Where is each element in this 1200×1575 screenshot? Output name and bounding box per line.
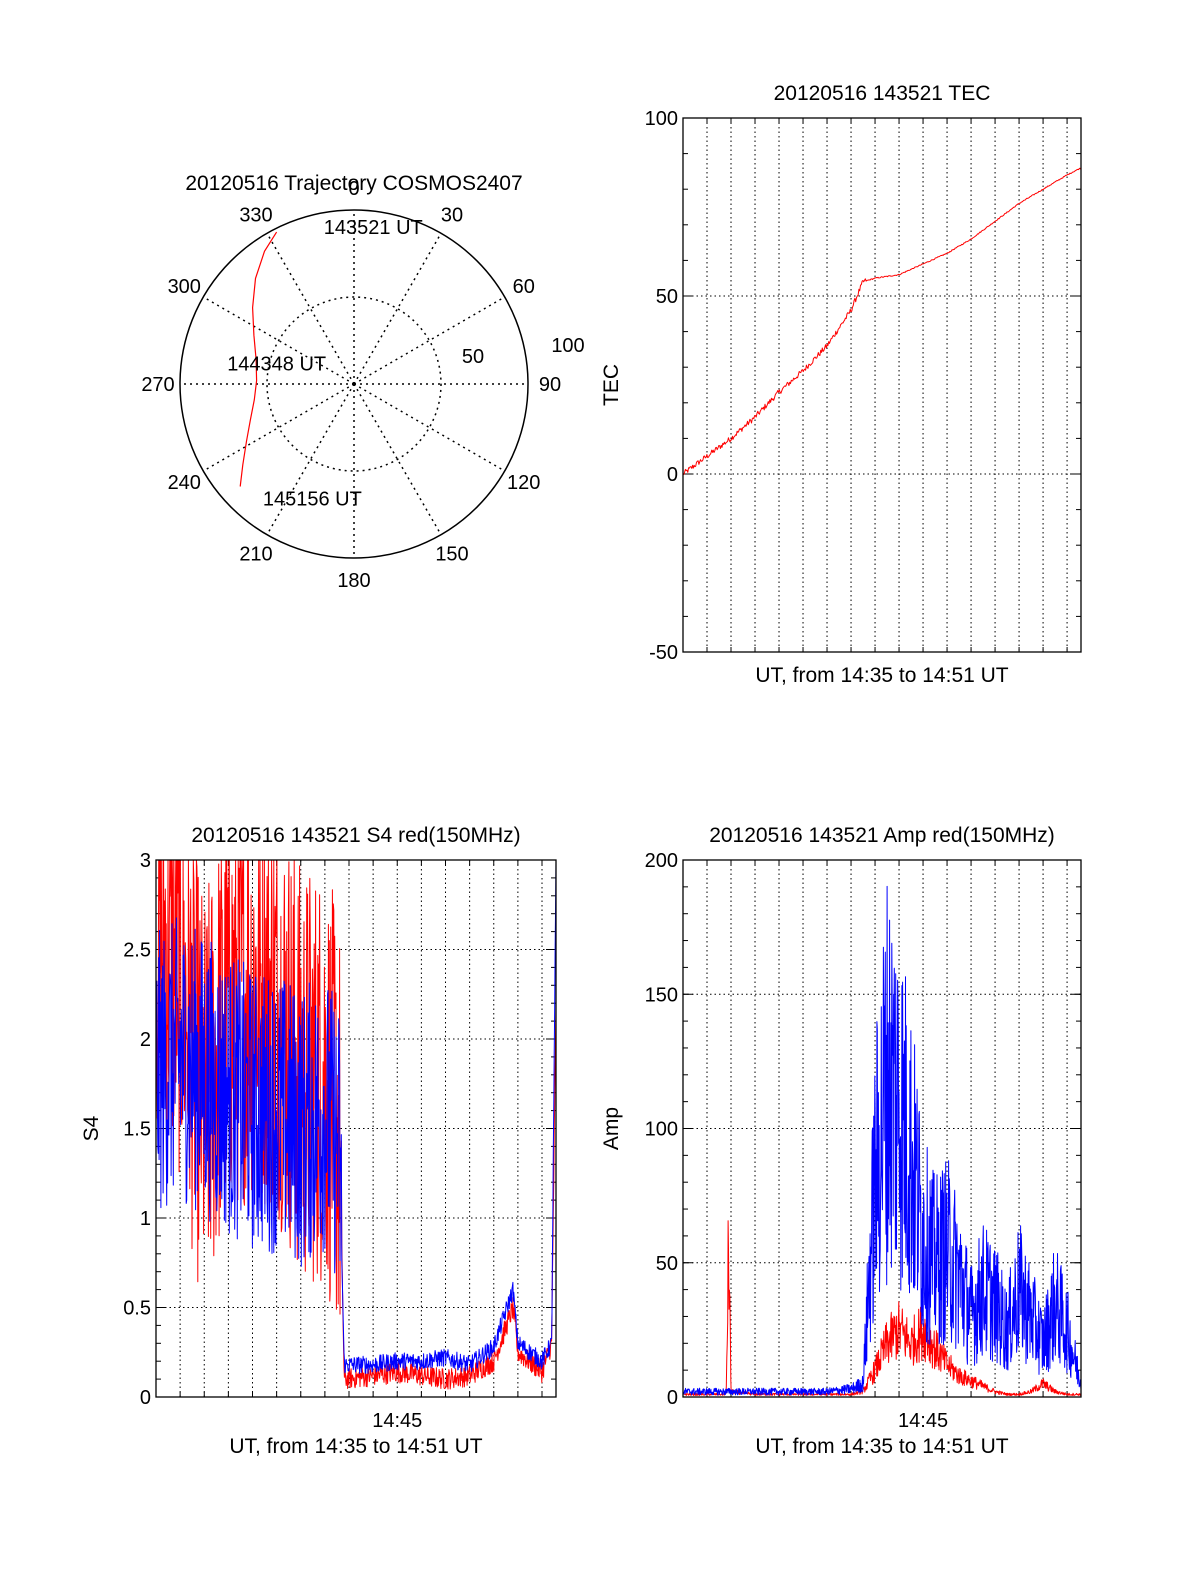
plot-frame [682,117,1082,653]
y-tick-label: 100 [645,108,678,130]
polar-ring-50 [266,296,442,472]
plot-frame [155,859,557,1398]
amp-blue-series-line [682,885,1082,1396]
y-tick-label: 50 [656,1253,678,1275]
x-axis-label: UT, from 14:35 to 14:51 UT [755,1435,1008,1458]
polar-spoke [353,232,442,385]
y-axis-label: S4 [80,1115,103,1141]
y-tick-label: 1 [140,1208,151,1230]
y-tick-label: 0 [667,1387,678,1409]
tec-chart: -50 0 50 100 20120516 143521 TEC UT, from 14:… [600,82,1082,687]
polar-angle-label: 60 [513,276,535,298]
polar-angle-label: 150 [435,544,468,566]
s4-blue-series-line [155,862,557,1374]
amp-chart: 0 50 100 150 200 14:45 20120516 143521 Amp red… [600,824,1082,1458]
amp-red-series-line [682,1220,1082,1396]
polar-title: 20120516 Trajectory COSMOS2407 [185,172,522,195]
polar-angle-label: 30 [441,204,463,226]
chart-title: 20120516 143521 Amp red(150MHz) [709,824,1055,847]
y-tick-label: 150 [645,984,678,1006]
s4-red-series-line [155,859,557,1390]
polar-angle-label: 240 [168,472,201,494]
polar-spoke [266,383,355,536]
polar-angle-label: 300 [168,276,201,298]
y-tick-label: 0 [667,464,678,486]
polar-time-annotation: 144348 UT [227,353,326,375]
polar-angle-label: 0 [348,178,359,200]
polar-spoke [202,383,355,472]
s4-chart: 0 0.5 1 1.5 2 2.5 3 14:45 20120516 143521 S4 red… [80,824,557,1458]
y-tick-label: -50 [649,642,678,664]
polar-spoke [202,296,355,385]
polar-time-annotation: 143521 UT [324,217,423,239]
x-axis-label: UT, from 14:35 to 14:51 UT [229,1435,482,1458]
polar-time-annotation: 145156 UT [263,488,362,510]
polar-radial-label: 100 [551,335,584,357]
x-tick-label: 14:45 [372,1410,422,1432]
chart-title: 20120516 143521 S4 red(150MHz) [191,824,520,847]
polar-angle-label: 330 [239,204,272,226]
polar-spoke [353,296,506,385]
polar-angle-label: 180 [337,570,370,592]
y-axis-label: Amp [600,1107,623,1150]
y-tick-label: 200 [645,850,678,872]
y-tick-label: 0.5 [123,1298,151,1320]
y-tick-label: 50 [656,286,678,308]
y-tick-label: 3 [140,850,151,872]
plot-frame [682,859,1082,1398]
polar-angle-label: 210 [239,544,272,566]
polar-spoke [266,232,355,385]
y-tick-label: 2.5 [123,940,151,962]
y-tick-label: 0 [140,1387,151,1409]
y-tick-label: 1.5 [123,1119,151,1141]
polar-angle-label: 90 [539,374,561,396]
y-tick-label: 2 [140,1029,151,1051]
polar-trajectory-line [239,231,278,487]
polar-angle-label: 120 [507,472,540,494]
y-axis-label: TEC [600,364,623,406]
polar-spoke [353,383,442,536]
x-axis-label: UT, from 14:35 to 14:51 UT [755,664,1008,687]
chart-title: 20120516 143521 TEC [774,82,991,105]
polar-radial-label: 50 [462,346,484,368]
y-tick-label: 100 [645,1119,678,1141]
x-tick-label: 14:45 [898,1410,948,1432]
tec-series-line [682,167,1082,475]
polar-angle-label: 270 [141,374,174,396]
polar-outer-ring [179,209,529,559]
polar-spoke [353,383,506,472]
